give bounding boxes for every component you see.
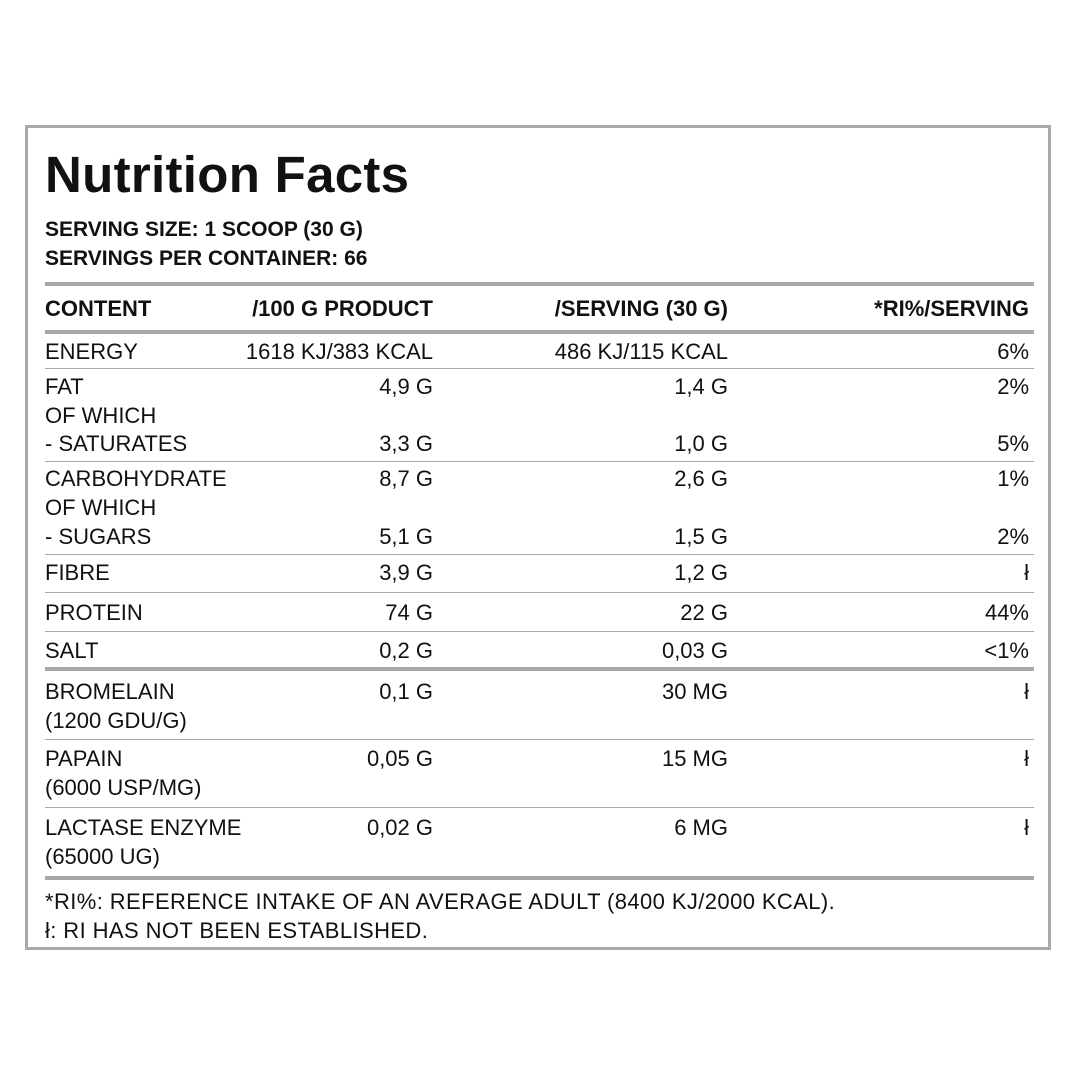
row-divider xyxy=(45,807,1034,808)
section-divider xyxy=(45,667,1034,671)
carbohydrate-per-serving: 2,6 G xyxy=(674,466,728,491)
bromelain-sub-label: (1200 GDU/G) xyxy=(45,708,187,733)
energy-ri: 6% xyxy=(997,339,1029,364)
carbohydrate-label: CARBOHYDRATE xyxy=(45,466,227,491)
papain-per-100g: 0,05 G xyxy=(366,746,433,771)
protein-per-100g: 74 G xyxy=(385,600,433,625)
papain-per-serving: 15 MG xyxy=(661,746,728,771)
header-content: CONTENT xyxy=(45,296,152,321)
nutrition-title: Nutrition Facts xyxy=(45,146,410,203)
bromelain-label: BROMELAIN xyxy=(45,679,175,704)
carbohydrate-ri: 1% xyxy=(997,466,1029,491)
sugars-per-100g: 5,1 G xyxy=(379,524,433,549)
sugars-ri: 2% xyxy=(997,524,1029,549)
lactase-sub-label: (65000 UG) xyxy=(45,844,160,869)
energy-label: ENERGY xyxy=(45,339,138,364)
header-per-100g: /100 G PRODUCT xyxy=(252,296,433,321)
carb-of-which-label: OF WHICH xyxy=(45,495,157,520)
servings-per-container: SERVINGS PER CONTAINER: 66 xyxy=(45,247,368,270)
saturates-per-100g: 3,3 G xyxy=(379,431,433,456)
fibre-label: FIBRE xyxy=(45,560,110,585)
fibre-per-100g: 3,9 G xyxy=(379,560,433,585)
salt-label: SALT xyxy=(45,638,99,663)
saturates-per-serving: 1,0 G xyxy=(674,431,728,456)
salt-per-serving: 0,03 G xyxy=(661,638,728,663)
papain-label: PAPAIN xyxy=(45,746,123,771)
row-divider xyxy=(45,554,1034,555)
energy-per-serving: 486 KJ/115 KCAL xyxy=(554,339,728,364)
header-ri: *RI%/SERVING xyxy=(874,296,1029,321)
fat-per-serving: 1,4 G xyxy=(674,374,728,399)
header-bottom-rule xyxy=(45,330,1034,334)
header-top-rule xyxy=(45,282,1034,286)
carbohydrate-per-100g: 8,7 G xyxy=(379,466,433,491)
fat-ri: 2% xyxy=(997,374,1029,399)
row-divider xyxy=(45,739,1034,740)
row-divider xyxy=(45,368,1034,369)
sugars-label: - SUGARS xyxy=(45,524,152,549)
protein-per-serving: 22 G xyxy=(680,600,728,625)
footer-rule xyxy=(45,876,1034,880)
ri-footnote: *RI%: REFERENCE INTAKE OF AN AVERAGE ADU… xyxy=(45,889,836,914)
bromelain-ri: ł xyxy=(1024,679,1029,704)
lactase-ri: ł xyxy=(1024,815,1029,840)
papain-sub-label: (6000 USP/MG) xyxy=(45,775,202,800)
fibre-ri: ł xyxy=(1024,560,1029,585)
lactase-per-serving: 6 MG xyxy=(674,815,728,840)
fibre-per-serving: 1,2 G xyxy=(674,560,728,585)
bromelain-per-serving: 30 MG xyxy=(661,679,728,704)
not-established-footnote: ł: RI HAS NOT BEEN ESTABLISHED. xyxy=(45,918,429,943)
saturates-label: - SATURATES xyxy=(45,431,188,456)
papain-ri: ł xyxy=(1024,746,1029,771)
row-divider xyxy=(45,461,1034,462)
sugars-per-serving: 1,5 G xyxy=(674,524,728,549)
lactase-label: LACTASE ENZYME xyxy=(45,815,242,840)
fat-label: FAT xyxy=(45,374,84,399)
lactase-per-100g: 0,02 G xyxy=(366,815,433,840)
saturates-ri: 5% xyxy=(997,431,1029,456)
salt-per-100g: 0,2 G xyxy=(379,638,433,663)
fat-of-which-label: OF WHICH xyxy=(45,403,157,428)
row-divider xyxy=(45,631,1034,632)
salt-ri: <1% xyxy=(984,638,1029,663)
nutrition-panel xyxy=(25,125,1051,950)
row-divider xyxy=(45,592,1034,593)
protein-label: PROTEIN xyxy=(45,600,143,625)
serving-size: SERVING SIZE: 1 SCOOP (30 G) xyxy=(45,218,363,241)
bromelain-per-100g: 0,1 G xyxy=(379,679,433,704)
energy-per-100g: 1618 KJ/383 KCAL xyxy=(245,339,433,364)
header-per-serving: /SERVING (30 G) xyxy=(554,296,728,321)
protein-ri: 44% xyxy=(984,600,1029,625)
fat-per-100g: 4,9 G xyxy=(379,374,433,399)
